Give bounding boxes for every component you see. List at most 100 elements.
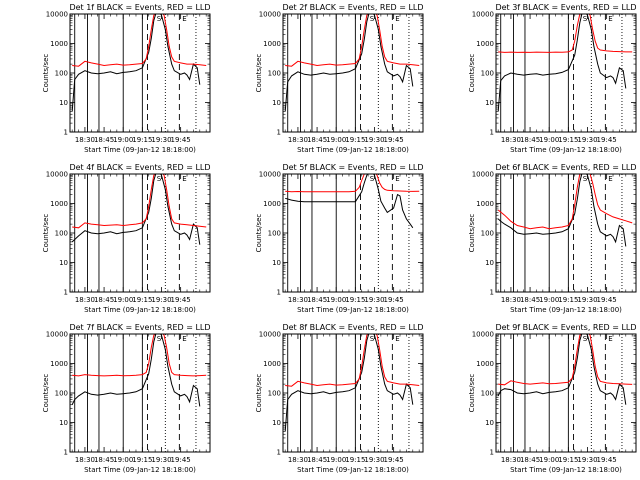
series-line-events [497, 334, 627, 405]
end-marker-label: E [608, 175, 612, 183]
y-tick-label: 10 [272, 419, 281, 427]
y-tick-label: 10000 [259, 171, 281, 179]
x-tick-label: 19:15 [558, 136, 578, 144]
start-marker-label: S [583, 335, 588, 343]
y-tick-label: 10000 [472, 171, 494, 179]
x-tick-label: 19:45 [384, 136, 404, 144]
x-tick-label: 19:00 [539, 136, 559, 144]
x-tick-label: 18:30 [288, 456, 308, 464]
plot-frame [495, 13, 637, 133]
x-tick-label: 19:30 [151, 456, 171, 464]
end-marker-label: E [395, 175, 399, 183]
y-tick-label: 1000 [476, 360, 494, 368]
y-tick-label: 10 [272, 99, 281, 107]
x-axis-label: Start Time (09-Jan-12 18:18:00) [84, 466, 196, 474]
x-tick-label: 19:30 [364, 136, 384, 144]
x-axis-label: Start Time (09-Jan-12 18:18:00) [510, 146, 622, 154]
chart-panel-1: Det 1f BLACK = Events, RED = LLD Counts/s… [42, 3, 211, 154]
chart-panel-8: Det 8f BLACK = Events, RED = LLD Counts/s… [255, 323, 424, 474]
start-marker-label: S [370, 175, 375, 183]
x-tick-label: 19:15 [132, 456, 152, 464]
series-line-events [497, 14, 627, 112]
series-line-events [284, 14, 414, 112]
chart-panel-5: Det 5f BLACK = Events, RED = LLD Counts/s… [255, 163, 424, 314]
x-tick-label: 18:45 [94, 296, 114, 304]
start-marker-label: S [370, 15, 375, 23]
y-axis-label: Counts/sec [255, 54, 263, 93]
y-axis-label: Counts/sec [255, 214, 263, 253]
x-tick-label: 19:15 [132, 136, 152, 144]
y-tick-label: 1 [277, 289, 281, 297]
x-tick-label: 18:45 [307, 136, 327, 144]
x-tick-label: 19:45 [597, 136, 617, 144]
x-tick-label: 18:30 [75, 456, 95, 464]
y-tick-label: 1000 [50, 40, 68, 48]
series-line-events [285, 174, 414, 229]
x-tick-label: 19:45 [384, 296, 404, 304]
x-axis-label: Start Time (09-Jan-12 18:18:00) [84, 306, 196, 314]
x-tick-label: 18:30 [501, 296, 521, 304]
y-tick-label: 10 [485, 259, 494, 267]
start-marker-label: S [157, 15, 162, 23]
y-tick-label: 100 [268, 390, 281, 398]
series-line-lld [498, 14, 633, 53]
y-tick-label: 10 [59, 99, 68, 107]
x-tick-label: 19:00 [539, 296, 559, 304]
y-axis-label: Counts/sec [42, 214, 50, 253]
y-tick-label: 1 [277, 129, 281, 137]
x-tick-label: 19:30 [151, 296, 171, 304]
series-line-lld [285, 14, 420, 67]
x-tick-label: 19:45 [597, 456, 617, 464]
chart-title: Det 4f BLACK = Events, RED = LLD [69, 163, 210, 172]
x-axis-label: Start Time (09-Jan-12 18:18:00) [510, 466, 622, 474]
x-tick-label: 19:00 [113, 296, 133, 304]
y-tick-label: 10000 [259, 11, 281, 19]
x-tick-label: 19:45 [597, 296, 617, 304]
x-tick-label: 19:00 [113, 136, 133, 144]
plot-frame [69, 13, 211, 133]
chart-panel-7: Det 7f BLACK = Events, RED = LLD Counts/s… [42, 323, 211, 474]
y-axis-label: Counts/sec [255, 374, 263, 413]
end-marker-label: E [182, 15, 186, 23]
end-marker-label: E [395, 335, 399, 343]
chart-panel-9: Det 9f BLACK = Events, RED = LLD Counts/s… [468, 323, 637, 474]
y-tick-label: 100 [268, 230, 281, 238]
y-tick-label: 100 [481, 70, 494, 78]
x-tick-label: 18:45 [520, 296, 540, 304]
start-marker-label: S [583, 175, 588, 183]
y-axis-label: Counts/sec [42, 374, 50, 413]
y-tick-label: 1000 [476, 40, 494, 48]
x-tick-label: 19:15 [345, 296, 365, 304]
start-marker-label: S [157, 175, 162, 183]
start-marker-label: S [370, 335, 375, 343]
y-tick-label: 1000 [263, 200, 281, 208]
x-tick-label: 18:45 [307, 296, 327, 304]
y-tick-label: 10000 [472, 11, 494, 19]
y-tick-label: 100 [55, 390, 68, 398]
x-tick-label: 18:30 [288, 296, 308, 304]
x-tick-label: 19:30 [577, 136, 597, 144]
series-line-events [71, 14, 201, 112]
series-line-events [284, 334, 414, 432]
series-line-lld [72, 334, 207, 377]
x-tick-label: 19:30 [364, 456, 384, 464]
y-tick-label: 100 [55, 230, 68, 238]
chart-panel-3: Det 3f BLACK = Events, RED = LLD Counts/s… [468, 3, 637, 154]
x-axis-label: Start Time (09-Jan-12 18:18:00) [510, 306, 622, 314]
chart-title: Det 3f BLACK = Events, RED = LLD [495, 3, 636, 12]
end-marker-label: E [182, 335, 186, 343]
chart-title: Det 8f BLACK = Events, RED = LLD [282, 323, 423, 332]
chart-title: Det 7f BLACK = Events, RED = LLD [69, 323, 210, 332]
x-tick-label: 18:45 [520, 136, 540, 144]
plot-frame [69, 173, 211, 293]
y-tick-label: 1000 [50, 360, 68, 368]
chart-title: Det 6f BLACK = Events, RED = LLD [495, 163, 636, 172]
start-marker-label: S [157, 335, 162, 343]
y-tick-label: 100 [481, 230, 494, 238]
x-tick-label: 18:30 [501, 136, 521, 144]
x-tick-label: 18:30 [75, 296, 95, 304]
x-tick-label: 19:30 [151, 136, 171, 144]
y-tick-label: 1 [490, 129, 494, 137]
